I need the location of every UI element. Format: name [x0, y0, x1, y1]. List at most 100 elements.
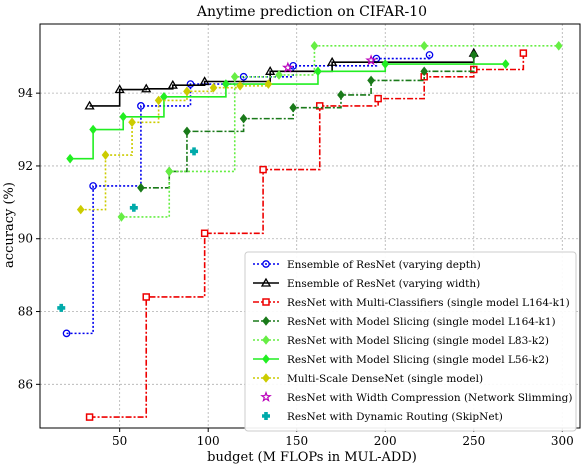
data-point [264, 79, 273, 89]
data-point [57, 303, 66, 312]
x-tick-label: 250 [462, 434, 485, 448]
legend-item: ResNet with Model Slicing (single model … [253, 354, 549, 366]
data-point [381, 59, 390, 69]
data-point [128, 117, 136, 128]
data-point [310, 41, 319, 51]
data-point [89, 124, 97, 135]
data-point [259, 165, 267, 174]
series-6 [76, 79, 273, 215]
series-4 [117, 41, 563, 222]
data-point [230, 71, 239, 82]
data-point [89, 182, 97, 190]
data-point [114, 84, 125, 94]
series-layer [57, 41, 563, 421]
series-line [70, 63, 506, 160]
legend-item: ResNet with Model Slicing (single model … [253, 316, 556, 328]
data-point [265, 66, 276, 75]
data-point [142, 293, 150, 301]
data-point [141, 83, 152, 93]
legend-item: ResNet with Dynamic Routing (SkipNet) [262, 411, 503, 423]
data-point [554, 41, 563, 51]
data-point [66, 153, 74, 164]
data-point [315, 102, 324, 110]
data-point [469, 50, 478, 60]
data-point [327, 56, 338, 66]
legend-marker [260, 277, 272, 287]
y-tick-label: 86 [18, 377, 33, 391]
data-point [119, 112, 128, 122]
data-point [117, 212, 126, 222]
legend-item: ResNet with Width Compression (Network S… [260, 390, 572, 404]
legend-marker [262, 335, 270, 345]
legend-label: ResNet with Model Slicing (single model … [287, 335, 549, 347]
data-point [470, 65, 478, 74]
legend-marker [262, 298, 270, 306]
legend-box [244, 251, 577, 432]
data-point [236, 81, 244, 91]
data-point [501, 59, 510, 69]
legend-marker [260, 390, 272, 402]
legend-marker [262, 316, 270, 326]
legend-label: Ensemble of ResNet (varying width) [287, 278, 480, 290]
x-axis-label: budget (M FLOPs in MUL-ADD) [207, 450, 417, 465]
y-tick-label: 94 [18, 86, 34, 100]
series-8 [57, 147, 199, 312]
data-point [374, 94, 382, 103]
data-point [367, 75, 375, 86]
legend-label: ResNet with Multi-Classifiers (single mo… [287, 297, 570, 309]
data-point [165, 166, 174, 177]
data-point [200, 229, 209, 238]
x-tick-label: 300 [551, 434, 574, 448]
data-point [314, 66, 322, 77]
legend-item: ResNet with Model Slicing (single model … [253, 335, 549, 347]
y-tick-label: 88 [18, 305, 33, 319]
y-tick-label: 90 [18, 232, 33, 246]
data-point [84, 100, 95, 110]
data-point [289, 102, 298, 113]
legend-label: Ensemble of ResNet (varying depth) [287, 259, 481, 271]
data-point [62, 329, 71, 338]
x-tick-label: 150 [285, 434, 308, 448]
data-point [76, 204, 85, 215]
x-tick-label: 200 [374, 434, 397, 448]
series-line [66, 54, 431, 335]
legend-label: ResNet with Model Slicing (single model … [287, 316, 556, 328]
chart-title: Anytime prediction on CIFAR-10 [196, 4, 427, 20]
axis-ticks: 50 100 150 200 250 300 86 88 90 92 94 [18, 86, 574, 448]
data-point [85, 413, 94, 421]
data-point [101, 150, 110, 160]
x-tick-label: 100 [197, 434, 220, 448]
y-tick-label: 92 [18, 159, 33, 173]
data-point [239, 113, 248, 124]
legend-label: ResNet with Model Slicing (single model … [287, 354, 549, 366]
data-point [365, 54, 377, 66]
legend-label: Multi-Scale DenseNet (single model) [287, 373, 483, 385]
series-5 [66, 59, 510, 164]
legend-item: Ensemble of ResNet (varying depth) [253, 259, 481, 271]
legend-label: ResNet with Width Compression (Network S… [287, 392, 572, 404]
data-point [190, 147, 199, 156]
legend-marker [262, 373, 270, 383]
data-point [137, 102, 145, 110]
data-point [167, 79, 178, 89]
series-1 [84, 47, 479, 110]
legend: Ensemble of ResNet (varying depth) Ensemb… [244, 251, 577, 432]
data-point [129, 203, 138, 212]
data-point [183, 86, 191, 97]
data-point [154, 95, 163, 106]
x-tick-label: 50 [112, 434, 127, 448]
legend-label: ResNet with Dynamic Routing (SkipNet) [287, 411, 503, 423]
data-point [420, 66, 429, 77]
data-point [137, 182, 145, 193]
legend-item: Multi-Scale DenseNet (single model) [253, 373, 483, 385]
data-point [209, 82, 218, 93]
y-axis-label: accuracy (%) [2, 182, 17, 268]
data-point [199, 76, 210, 86]
data-point [519, 49, 528, 57]
data-point [420, 41, 429, 51]
legend-marker [262, 412, 271, 421]
data-point [275, 70, 283, 80]
data-point [425, 51, 434, 59]
series-line [80, 84, 270, 211]
